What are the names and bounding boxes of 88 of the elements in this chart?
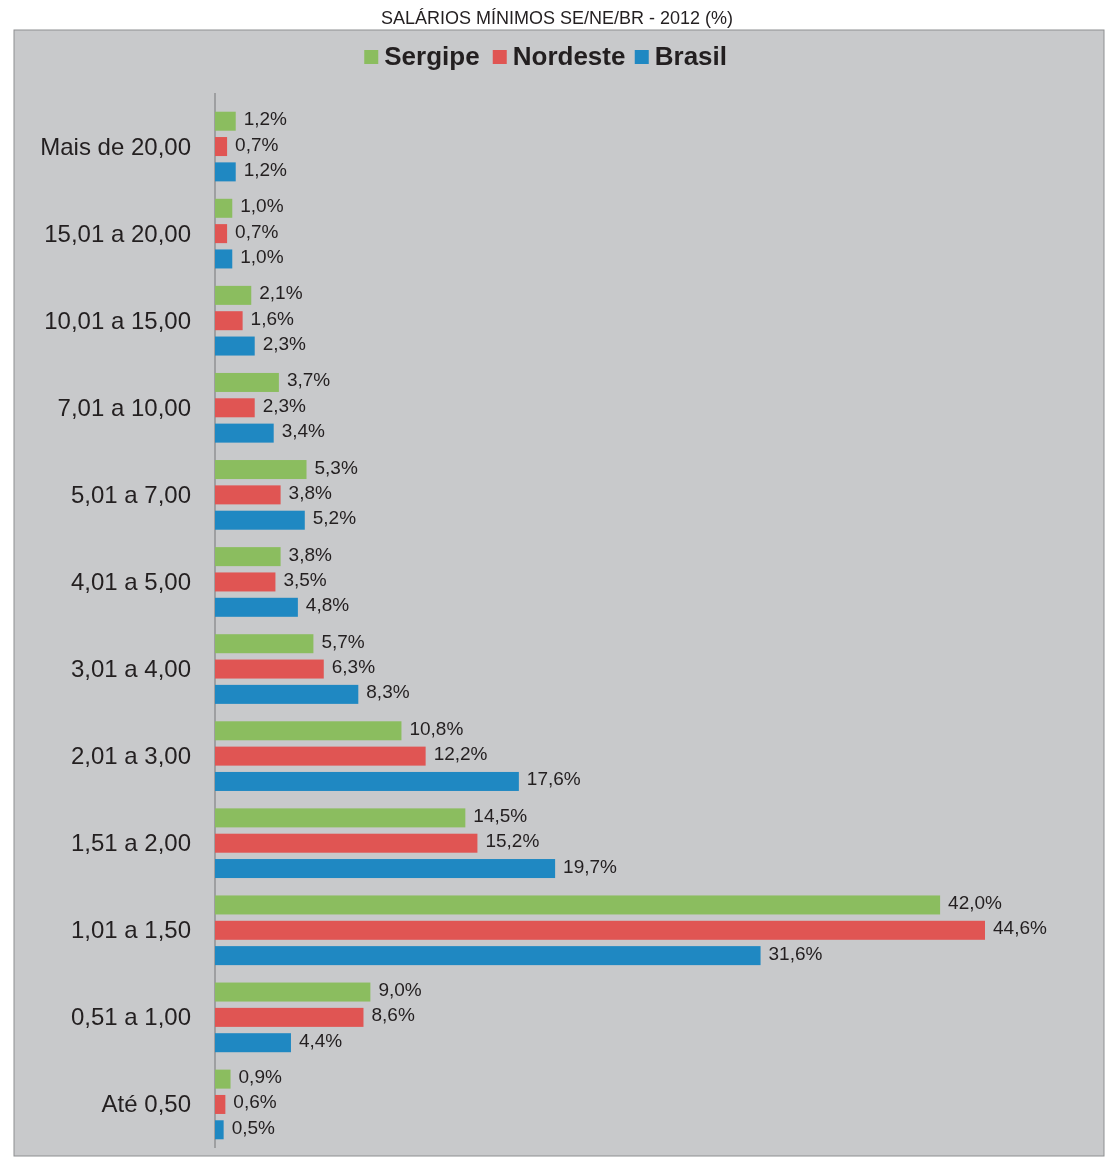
data-label: 0,5% — [231, 1116, 276, 1138]
bar — [215, 946, 761, 966]
y-tick-label: 7,01 a 10,00 — [57, 393, 191, 421]
bar — [215, 684, 359, 704]
bar — [215, 198, 233, 218]
data-label: 2,3% — [262, 394, 307, 416]
bar — [215, 572, 276, 592]
bar — [215, 1094, 226, 1114]
data-label: 0,7% — [235, 133, 279, 155]
y-tick-label: 5,01 a 7,00 — [70, 480, 191, 508]
bar — [215, 1007, 364, 1027]
bar — [215, 398, 255, 418]
data-label: 6,3% — [331, 656, 376, 678]
y-tick-label: 1,51 a 2,00 — [70, 829, 191, 857]
bar — [215, 547, 281, 567]
bar — [215, 249, 233, 269]
bar — [215, 895, 941, 915]
bar — [215, 224, 228, 244]
bar — [215, 833, 478, 853]
bar — [215, 859, 556, 879]
legend-label: Nordeste — [512, 41, 626, 71]
bar — [215, 423, 274, 443]
bar — [215, 1069, 231, 1089]
data-label: 3,4% — [281, 420, 326, 442]
bar — [215, 311, 243, 331]
bar — [215, 746, 426, 766]
bar — [215, 1120, 224, 1140]
bar — [215, 460, 307, 480]
data-label: 5,7% — [321, 630, 365, 652]
data-label: 3,8% — [288, 543, 333, 565]
data-label: 15,2% — [485, 830, 540, 852]
data-label: 0,6% — [233, 1091, 277, 1113]
bar — [215, 982, 371, 1002]
data-label: 3,5% — [283, 568, 327, 590]
data-label: 1,0% — [240, 195, 284, 217]
data-label: 5,3% — [314, 456, 358, 478]
data-label: 31,6% — [768, 942, 823, 964]
data-label: 2,3% — [262, 333, 307, 355]
bar — [215, 285, 252, 305]
data-label: 1,0% — [240, 245, 284, 267]
bar — [215, 485, 281, 505]
legend-label: Brasil — [654, 41, 728, 71]
data-label: 17,6% — [526, 768, 581, 790]
data-label: 5,2% — [312, 507, 357, 529]
bar — [215, 659, 324, 679]
y-tick-label: 4,01 a 5,00 — [70, 567, 191, 595]
data-label: 1,2% — [243, 158, 288, 180]
data-label: 42,0% — [948, 891, 1003, 913]
y-tick-label: 3,01 a 4,00 — [70, 655, 191, 683]
data-label: 1,6% — [250, 307, 295, 329]
bar — [215, 510, 305, 530]
bar — [215, 1033, 291, 1053]
data-label: 3,8% — [288, 481, 333, 503]
data-label: 8,6% — [371, 1004, 415, 1026]
data-label: 3,7% — [286, 369, 331, 391]
bar — [215, 137, 228, 157]
y-tick-label: Até 0,50 — [101, 1090, 191, 1118]
data-label: 19,7% — [563, 855, 618, 877]
legend-label: Sergipe — [384, 41, 480, 71]
data-label: 44,6% — [993, 917, 1047, 939]
bar — [215, 721, 402, 741]
data-label: 10,8% — [409, 717, 464, 739]
data-label: 14,5% — [473, 804, 528, 826]
y-tick-label: 1,01 a 1,50 — [70, 916, 191, 944]
y-tick-label: 0,51 a 1,00 — [70, 1003, 191, 1031]
bar — [215, 634, 314, 654]
data-label: 4,8% — [305, 594, 350, 616]
chart-title: SALÁRIOS MÍNIMOS SE/NE/BR - 2012 (%) — [380, 8, 734, 28]
y-tick-label: Mais de 20,00 — [40, 132, 191, 160]
data-label: 0,7% — [235, 220, 279, 242]
bar — [215, 372, 279, 392]
data-label: 8,3% — [366, 681, 410, 703]
data-label: 4,4% — [298, 1029, 343, 1051]
data-label: 2,1% — [259, 282, 303, 304]
bar — [215, 920, 985, 940]
y-tick-label: 2,01 a 3,00 — [70, 742, 191, 770]
bar — [215, 808, 466, 828]
data-label: 12,2% — [433, 743, 488, 765]
data-label: 1,2% — [243, 108, 288, 130]
bar — [215, 597, 298, 617]
bar — [215, 771, 519, 791]
bar — [215, 336, 255, 356]
data-label: 9,0% — [378, 979, 422, 1001]
bar — [215, 111, 236, 131]
y-tick-label: 10,01 a 15,00 — [44, 306, 191, 334]
data-label: 0,9% — [238, 1066, 282, 1088]
y-tick-label: 15,01 a 20,00 — [44, 219, 191, 247]
bar — [215, 162, 236, 182]
